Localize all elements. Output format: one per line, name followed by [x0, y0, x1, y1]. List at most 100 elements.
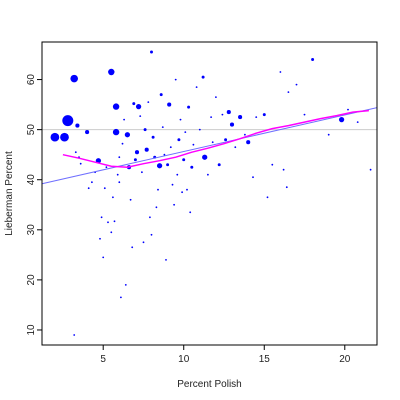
- data-point: [187, 105, 191, 109]
- data-point: [121, 142, 124, 145]
- y-tick-label: 10: [26, 324, 37, 336]
- data-point: [103, 187, 106, 190]
- data-point: [131, 246, 134, 249]
- data-point: [181, 191, 184, 194]
- data-point: [50, 132, 60, 142]
- y-tick-label: 60: [26, 74, 37, 86]
- axis-layer: 5 10 15 20 10 20 30 40 50 60: [26, 74, 351, 365]
- data-point: [179, 118, 182, 121]
- data-point: [108, 68, 115, 76]
- data-point: [118, 181, 121, 184]
- data-point: [246, 140, 251, 145]
- data-point: [192, 143, 195, 146]
- data-point: [142, 241, 145, 244]
- data-point: [279, 71, 282, 73]
- data-point: [311, 58, 315, 61]
- data-point: [198, 128, 201, 131]
- data-point: [186, 188, 188, 191]
- data-point: [252, 176, 254, 179]
- data-point: [211, 141, 214, 144]
- data-point: [159, 93, 163, 97]
- data-point: [166, 163, 170, 167]
- x-axis-title: Percent Polish: [177, 379, 241, 390]
- data-point: [118, 156, 121, 159]
- y-tick-label: 30: [26, 224, 37, 236]
- data-point: [62, 115, 74, 127]
- data-point: [282, 168, 285, 171]
- data-point: [215, 96, 217, 98]
- data-point: [139, 115, 142, 117]
- data-point: [226, 110, 231, 115]
- data-point: [124, 132, 131, 138]
- data-point: [224, 138, 228, 142]
- data-point: [210, 116, 213, 118]
- data-point: [221, 113, 224, 116]
- data-point: [169, 146, 172, 149]
- data-point: [369, 168, 372, 171]
- data-point: [133, 158, 137, 162]
- data-point: [157, 188, 159, 191]
- data-point: [356, 121, 359, 123]
- data-point: [141, 171, 143, 174]
- data-point: [287, 91, 290, 93]
- y-axis-title: Lieberman Percent: [4, 151, 15, 236]
- data-point: [327, 133, 330, 136]
- points-layer: [50, 50, 372, 336]
- data-point: [155, 206, 158, 209]
- data-point: [176, 173, 179, 176]
- data-point: [110, 231, 113, 234]
- data-point: [295, 83, 298, 86]
- data-point: [105, 166, 108, 169]
- y-tick-label: 20: [26, 274, 37, 286]
- x-tick-label: 10: [178, 354, 190, 365]
- data-point: [262, 113, 266, 117]
- data-point: [156, 163, 163, 169]
- data-point: [173, 203, 176, 206]
- data-point: [244, 133, 246, 136]
- data-point: [123, 118, 125, 121]
- data-point: [60, 132, 69, 142]
- data-point: [150, 50, 153, 54]
- data-point: [165, 259, 167, 261]
- data-point: [184, 131, 187, 134]
- data-point: [217, 163, 221, 167]
- x-tick-label: 15: [259, 354, 271, 365]
- data-point: [74, 151, 77, 154]
- data-point: [124, 284, 127, 286]
- data-point: [120, 296, 122, 299]
- data-point: [174, 78, 177, 81]
- data-point: [132, 102, 136, 106]
- data-point: [167, 102, 172, 107]
- plot-frame: [41, 41, 378, 346]
- data-point: [85, 130, 90, 135]
- data-point: [347, 108, 349, 111]
- data-point: [201, 75, 205, 79]
- data-point: [99, 237, 101, 240]
- x-tick-label: 5: [100, 354, 106, 365]
- data-point: [134, 150, 140, 155]
- data-point: [73, 334, 76, 336]
- data-point: [255, 116, 258, 118]
- data-point: [102, 256, 105, 259]
- data-point: [144, 147, 149, 152]
- data-point: [143, 128, 147, 132]
- data-point: [116, 173, 119, 176]
- data-point: [285, 186, 288, 189]
- data-point: [163, 153, 166, 156]
- data-point: [238, 115, 243, 120]
- data-point: [171, 183, 174, 186]
- data-point: [190, 165, 194, 169]
- data-point: [303, 113, 306, 116]
- data-point: [91, 181, 93, 184]
- data-point: [75, 123, 80, 128]
- data-point: [112, 196, 114, 199]
- data-point: [147, 101, 150, 103]
- data-point: [79, 162, 82, 165]
- data-point: [149, 216, 151, 219]
- data-point: [266, 196, 269, 199]
- linear-fit-line: [41, 107, 378, 185]
- data-point: [100, 216, 103, 219]
